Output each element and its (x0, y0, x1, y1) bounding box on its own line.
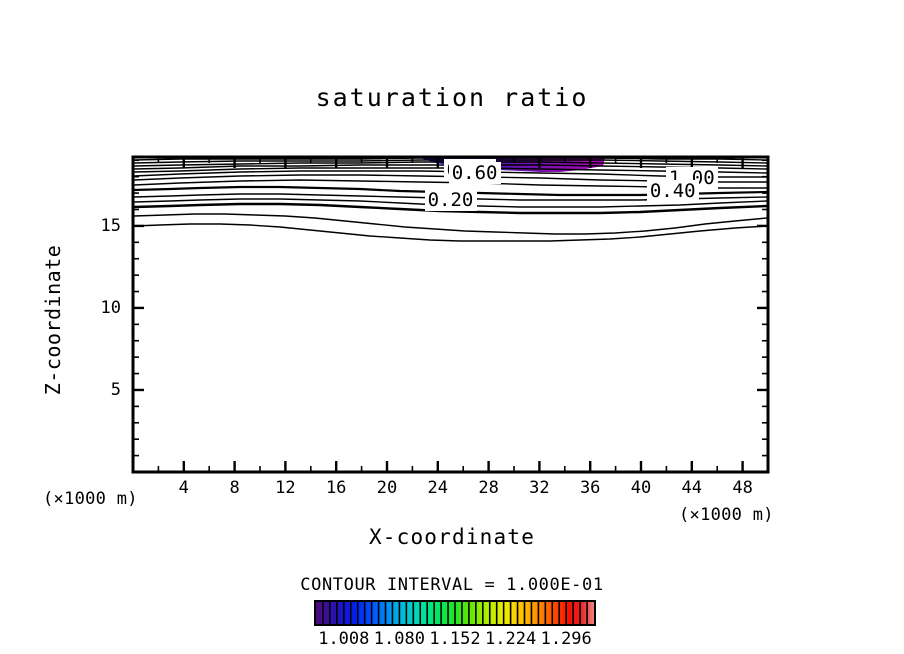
x-tick-label: 8 (229, 478, 240, 498)
x-tick-label: 4 (178, 478, 189, 498)
colorbar-tick-label: 1.296 (540, 629, 592, 649)
x-tick-label: 24 (427, 478, 449, 498)
colorbar-tick-label: 1.008 (318, 629, 370, 649)
x-tick-label: 48 (732, 478, 753, 498)
colorbar-tick-label: 1.224 (485, 629, 537, 649)
axis-ticks (132, 157, 769, 473)
colorbar-tick-label: 1.152 (429, 629, 481, 649)
x-tick-label: 20 (376, 478, 398, 498)
x-tick-label: 16 (325, 478, 347, 498)
x-tick-label: 32 (529, 478, 550, 498)
y-tick-label: 10 (100, 297, 121, 318)
y-tick-label: 5 (110, 379, 121, 400)
contour-interval-label: CONTOUR INTERVAL = 1.000E-01 (300, 575, 604, 595)
contour-value-label: 0.40 (646, 180, 699, 203)
y-tick-label: 15 (100, 215, 121, 236)
colorbar-band-separators (322, 602, 588, 624)
x-tick-label: 12 (275, 478, 296, 498)
x-tick-label: 40 (630, 478, 652, 498)
axes-frame (131, 155, 770, 474)
page-title: saturation ratio (315, 83, 589, 112)
y-axis-units: (×1000 m) (43, 489, 138, 509)
x-tick-label: 44 (681, 478, 703, 498)
x-tick-label: 28 (478, 478, 499, 498)
x-axis-units: (×1000 m) (679, 505, 774, 525)
contour-value-label: 0.60 (448, 162, 501, 185)
x-axis-label: X-coordinate (368, 525, 536, 549)
contour-value-label: 0.20 (424, 188, 477, 211)
colorbar-tick-label: 1.080 (373, 629, 425, 649)
x-tick-label: 36 (579, 478, 601, 498)
colorbar (314, 600, 596, 626)
